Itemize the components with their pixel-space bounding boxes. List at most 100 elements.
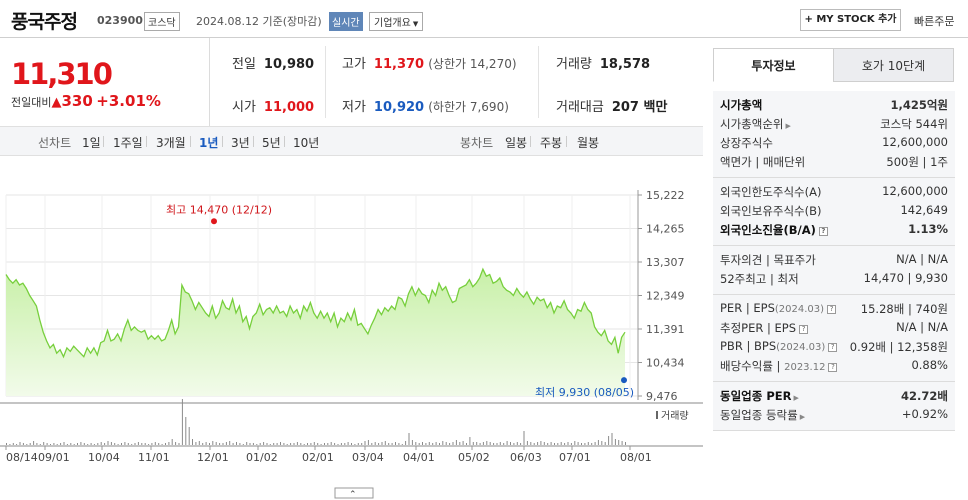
company-overview-label: 기업개요 [374, 18, 411, 29]
volume-bar [537, 442, 539, 445]
info-row: 외국인보유주식수(B) 142,649 [720, 201, 948, 220]
y-tick-label: 11,391 [646, 323, 685, 336]
volume-bar [121, 443, 122, 445]
price-box: 11,310 전일대비▲330 +3.01% [0, 38, 210, 126]
info-value: N/A | N/A [896, 252, 948, 266]
volume-bar [567, 442, 569, 445]
info-value: 142,649 [900, 203, 948, 217]
info-row: PER | EPS(2024.03)? 15.28배 | 740원 [720, 299, 948, 318]
volume-bar [134, 443, 136, 445]
info-label: 동일업종 등락률 ▶ [720, 407, 805, 423]
volume-bar [209, 443, 210, 445]
volume-bar [100, 442, 102, 445]
period-3m[interactable]: 3개월 [156, 136, 186, 150]
volume-bar [564, 443, 566, 445]
x-tick-label: 08/14 [6, 451, 38, 464]
price-area [6, 269, 625, 396]
period-5y[interactable]: 5년 [262, 136, 281, 150]
volume-bar [550, 442, 552, 445]
volume-bar [280, 442, 281, 445]
volume-bar [73, 444, 75, 445]
prev-close-label: 전일 [232, 57, 256, 72]
y-tick-label: 12,349 [646, 290, 685, 303]
realtime-badge[interactable]: 실시간 [329, 12, 363, 31]
volume-bar [530, 442, 532, 445]
volume-bar [39, 444, 41, 445]
x-tick-label: 06/03 [510, 451, 542, 464]
volume-bar [19, 442, 21, 445]
arrow-right-icon[interactable]: ▶ [799, 413, 806, 421]
volume-bar [608, 436, 610, 445]
arrow-right-icon[interactable]: ▶ [793, 394, 799, 402]
volume-bar [625, 442, 626, 445]
chevron-up-icon[interactable]: ⌃ [349, 490, 357, 500]
period-1d[interactable]: 1일 [82, 136, 101, 150]
candle-daily[interactable]: 일봉 [505, 136, 528, 150]
info-label: 배당수익률 | 2023.12? [720, 358, 838, 374]
quick-order-link[interactable]: 빠른주문 [914, 15, 955, 28]
info-label: 시가총액순위 ▶ [720, 116, 791, 132]
volume-bar [560, 442, 562, 445]
volume-bar [408, 433, 410, 445]
volume-bar [239, 443, 241, 445]
volume-bar [252, 443, 254, 445]
divider [538, 46, 539, 118]
volume-bar [604, 442, 606, 445]
info-label: 외국인한도주식수(A) [720, 184, 821, 200]
company-overview-dropdown[interactable]: 기업개요 ▼ [369, 12, 424, 31]
info-section: 시가총액 1,425억원 시가총액순위 ▶ 코스닥 544위 상장주식수 12,600,00… [713, 91, 955, 178]
volume-bar [263, 442, 265, 445]
volume-bar [476, 442, 478, 445]
candle-monthly[interactable]: 월봉 [577, 136, 600, 150]
high-value: 11,370 [373, 57, 425, 72]
period-10y[interactable]: 10년 [293, 136, 320, 150]
info-label-text: 투자의견 | 목표주가 [720, 253, 816, 267]
info-label-text: 동일업종 등락률 [720, 408, 798, 422]
period-3y[interactable]: 3년 [231, 136, 250, 150]
current-price: 11,310 [11, 57, 113, 91]
volume-bar [574, 441, 576, 445]
candle-weekly[interactable]: 주봉 [540, 136, 563, 150]
volume-bar [510, 442, 511, 445]
volume-bar [33, 441, 35, 445]
price-change: 전일대비▲330 +3.01% [11, 92, 161, 110]
volume-bar [131, 444, 133, 445]
volume-bar [70, 443, 72, 445]
volume-bar [391, 443, 393, 445]
volume-bar [256, 444, 258, 445]
help-icon[interactable]: ? [828, 343, 838, 352]
volume-bar [229, 441, 231, 445]
volume-bar [114, 443, 116, 445]
divider [253, 136, 254, 147]
help-icon[interactable]: ? [828, 363, 838, 372]
volume-bar [249, 443, 251, 445]
info-row: 투자의견 | 목표주가 N/A | N/A [720, 250, 948, 269]
info-row: 외국인소진율(B/A)? 1.13% [720, 220, 948, 239]
help-icon[interactable]: ? [799, 325, 809, 334]
stock-code: 023900 [97, 14, 143, 27]
volume-bar [533, 443, 535, 445]
period-1w[interactable]: 1주일 [113, 136, 143, 150]
volume-bar [124, 442, 126, 445]
help-icon[interactable]: ? [827, 305, 837, 314]
volume-bar [388, 443, 390, 445]
info-label: 외국인소진율(B/A)? [720, 222, 828, 238]
add-mystock-button[interactable]: + MY STOCK 추가 [800, 9, 901, 31]
open-value: 11,000 [263, 100, 315, 115]
tab-order-book[interactable]: 호가 10단계 [833, 48, 954, 82]
market-badge: 코스닥 [144, 12, 180, 31]
volume-bar [614, 439, 616, 445]
volume-bar [367, 440, 369, 445]
volume-bar [222, 443, 224, 445]
volume-bar [296, 442, 298, 445]
volume-bar [442, 441, 444, 445]
help-icon[interactable]: ? [818, 227, 828, 236]
volume-bar [418, 443, 420, 445]
tab-investment-info[interactable]: 투자정보 [713, 48, 834, 82]
quote-date: 2024.08.12 기준(장마감) [196, 15, 322, 28]
volume-bar [435, 442, 437, 445]
arrow-right-icon[interactable]: ▶ [785, 122, 791, 130]
volume-bar [344, 443, 346, 445]
info-value: +0.92% [901, 407, 948, 421]
period-1y[interactable]: 1년 [199, 136, 219, 150]
